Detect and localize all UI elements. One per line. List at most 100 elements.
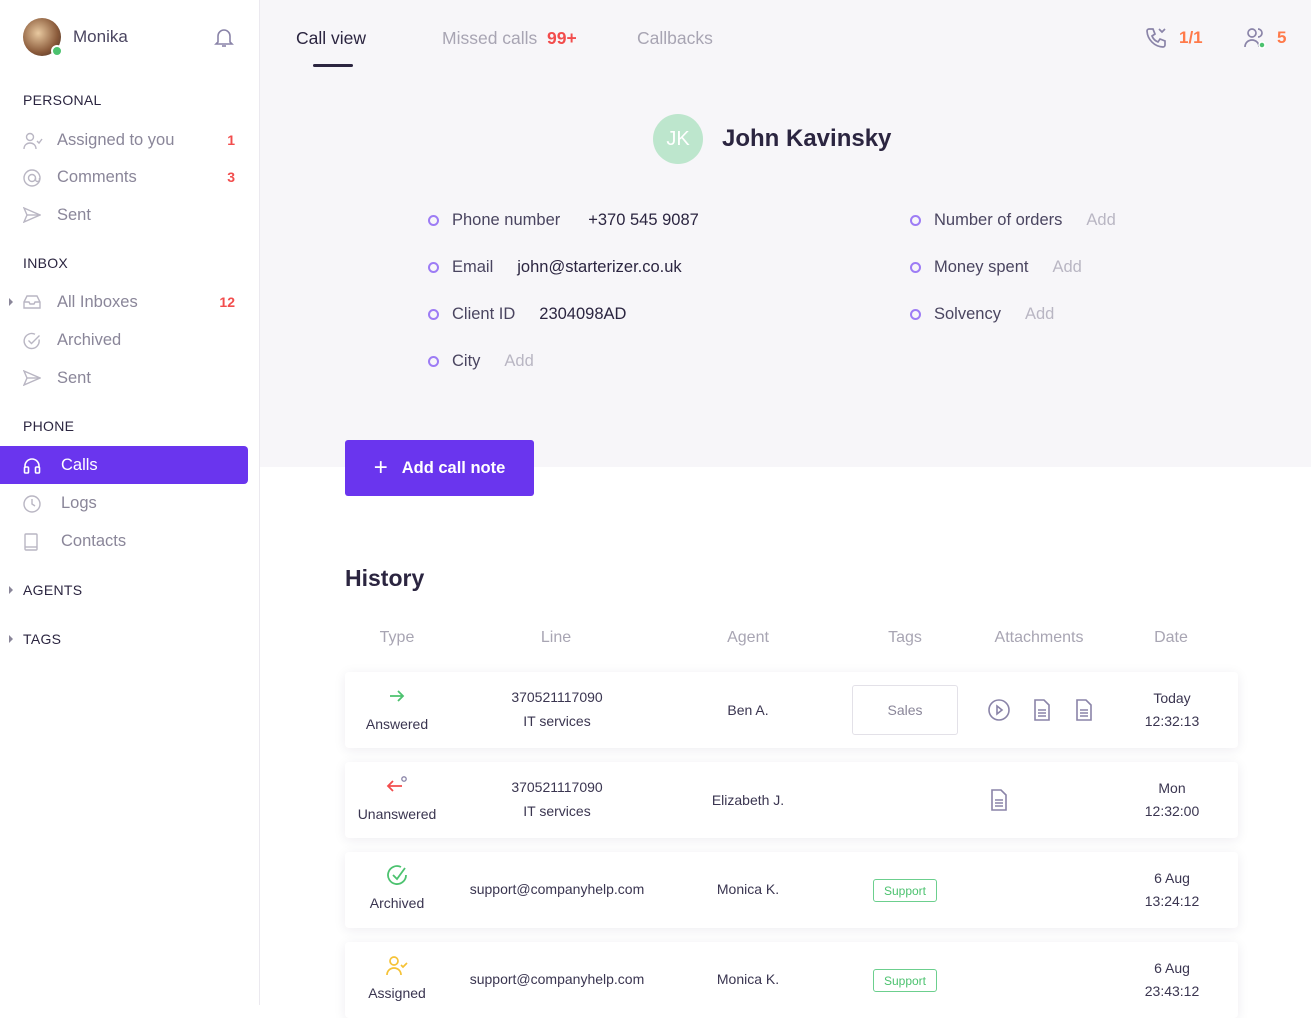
tab-callbacks[interactable]: Callbacks bbox=[637, 28, 713, 48]
section-phone: PHONE bbox=[23, 418, 75, 434]
field-client-id: Client ID 2304098AD bbox=[428, 305, 626, 324]
column-date: Date bbox=[1154, 629, 1188, 646]
sidebar-item-logs[interactable]: Logs bbox=[0, 484, 248, 522]
agent-name: Ben A. bbox=[727, 702, 769, 718]
count-badge: 1 bbox=[227, 132, 235, 148]
add-orders-link[interactable]: Add bbox=[1086, 211, 1116, 229]
user-assigned-icon bbox=[386, 956, 408, 976]
tab-label: Missed calls bbox=[442, 28, 538, 48]
contact-panel bbox=[260, 0, 1311, 467]
document-icon[interactable] bbox=[1033, 699, 1051, 721]
agent-name: Monica K. bbox=[716, 881, 780, 897]
date-day: Mon bbox=[1158, 780, 1186, 796]
line-number: 370521117090 bbox=[511, 689, 603, 705]
field-label: Client ID bbox=[452, 305, 516, 323]
plus-icon: + bbox=[373, 454, 388, 481]
agent-name: Elizabeth J. bbox=[711, 792, 785, 808]
send-icon bbox=[23, 370, 41, 386]
field-email: Email john@starterizer.co.uk bbox=[428, 258, 682, 277]
user-check-icon bbox=[23, 132, 43, 150]
document-icon[interactable] bbox=[1075, 699, 1093, 721]
line-number: 370521117090 bbox=[511, 779, 603, 795]
caret-right-icon[interactable] bbox=[9, 586, 13, 594]
caret-right-icon[interactable] bbox=[9, 298, 13, 306]
at-icon bbox=[23, 169, 41, 187]
date-day: Today bbox=[1153, 690, 1191, 706]
section-inbox: INBOX bbox=[23, 255, 69, 271]
column-type: Type bbox=[379, 629, 415, 646]
count-badge: 12 bbox=[219, 294, 235, 310]
column-attachments: Attachments bbox=[994, 629, 1084, 646]
field-label: Phone number bbox=[452, 211, 561, 229]
field-phone: Phone number +370 545 9087 bbox=[428, 211, 699, 230]
tab-missed-calls[interactable]: Missed calls 99+ bbox=[442, 28, 577, 49]
add-city-link[interactable]: Add bbox=[504, 352, 534, 370]
date-day: 6 Aug bbox=[1154, 870, 1190, 886]
sidebar-item-calls[interactable]: Calls bbox=[0, 446, 248, 484]
section-personal: PERSONAL bbox=[23, 92, 102, 108]
column-agent: Agent bbox=[727, 629, 769, 646]
line-email: support@companyhelp.com bbox=[469, 881, 645, 897]
book-icon bbox=[24, 533, 38, 551]
tab-call-view[interactable]: Call view bbox=[296, 28, 367, 48]
play-icon[interactable] bbox=[988, 699, 1010, 721]
contact-avatar: JK bbox=[653, 114, 703, 164]
sidebar-item-archived[interactable]: Archived bbox=[0, 321, 248, 359]
user-profile[interactable]: Monika bbox=[23, 18, 128, 57]
sidebar-item-all-inboxes[interactable]: All Inboxes 12 bbox=[0, 283, 248, 321]
history-title: History bbox=[345, 565, 425, 591]
table-row[interactable]: Unanswered 370521117090 IT services Eliz… bbox=[345, 762, 1238, 838]
date-time: 12:32:13 bbox=[1144, 713, 1200, 729]
field-label: City bbox=[452, 352, 481, 370]
sidebar-item-inbox-sent[interactable]: Sent bbox=[0, 359, 248, 397]
tag-support[interactable]: Support bbox=[873, 879, 937, 902]
item-label: Calls bbox=[61, 455, 98, 474]
sidebar-item-assigned[interactable]: Assigned to you 1 bbox=[0, 121, 248, 159]
table-row[interactable]: Archived support@companyhelp.com Monica … bbox=[345, 852, 1238, 928]
sidebar-item-comments[interactable]: Comments 3 bbox=[0, 158, 248, 196]
section-agents[interactable]: AGENTS bbox=[23, 582, 83, 598]
item-label: All Inboxes bbox=[57, 292, 138, 311]
field-value[interactable]: john@starterizer.co.uk bbox=[517, 258, 682, 276]
document-icon[interactable] bbox=[990, 789, 1008, 811]
section-tags[interactable]: TAGS bbox=[23, 631, 62, 647]
user-name: Monika bbox=[73, 27, 128, 46]
field-solvency: Solvency Add bbox=[910, 305, 1054, 324]
missed-count-badge: 99+ bbox=[547, 28, 577, 48]
item-label: Sent bbox=[57, 368, 91, 387]
field-value[interactable]: 2304098AD bbox=[539, 305, 627, 323]
count-badge: 3 bbox=[227, 169, 235, 185]
item-label: Logs bbox=[61, 493, 97, 512]
clock-icon bbox=[23, 495, 41, 513]
add-solvency-link[interactable]: Add bbox=[1024, 305, 1055, 323]
agent-name: Monica K. bbox=[716, 971, 780, 987]
add-money-link[interactable]: Add bbox=[1052, 258, 1082, 276]
bullet-icon bbox=[428, 262, 439, 273]
caret-right-icon[interactable] bbox=[9, 635, 13, 643]
field-orders: Number of orders Add bbox=[910, 211, 1116, 230]
line-email: support@companyhelp.com bbox=[469, 971, 645, 987]
calls-count: 1/1 bbox=[1179, 28, 1203, 47]
field-value[interactable]: +370 545 9087 bbox=[588, 211, 699, 229]
bullet-icon bbox=[428, 309, 439, 320]
line-name: IT services bbox=[523, 803, 591, 819]
contact-name: John Kavinsky bbox=[722, 125, 892, 152]
bell-icon[interactable] bbox=[212, 25, 236, 49]
tag-support[interactable]: Support bbox=[873, 969, 937, 992]
sidebar-item-contacts[interactable]: Contacts bbox=[0, 522, 248, 560]
column-line: Line bbox=[540, 629, 572, 646]
send-icon bbox=[23, 207, 41, 223]
tag-sales[interactable]: Sales bbox=[852, 685, 958, 735]
field-city: City Add bbox=[428, 352, 534, 371]
table-row[interactable]: Answered 370521117090 IT services Ben A.… bbox=[345, 672, 1238, 748]
item-label: Archived bbox=[57, 330, 122, 349]
arrow-right-icon bbox=[390, 690, 405, 702]
check-circle-icon bbox=[387, 865, 407, 885]
active-calls-counter[interactable]: 1/1 bbox=[1145, 26, 1203, 50]
add-call-note-button[interactable]: + Add call note bbox=[345, 440, 534, 496]
active-tab-indicator bbox=[313, 64, 353, 67]
table-row[interactable]: Assigned support@companyhelp.com Monica … bbox=[345, 942, 1238, 1018]
online-agents-counter[interactable]: 5 bbox=[1243, 26, 1286, 50]
sidebar-item-sent[interactable]: Sent bbox=[0, 196, 248, 234]
field-label: Solvency bbox=[934, 305, 1001, 323]
